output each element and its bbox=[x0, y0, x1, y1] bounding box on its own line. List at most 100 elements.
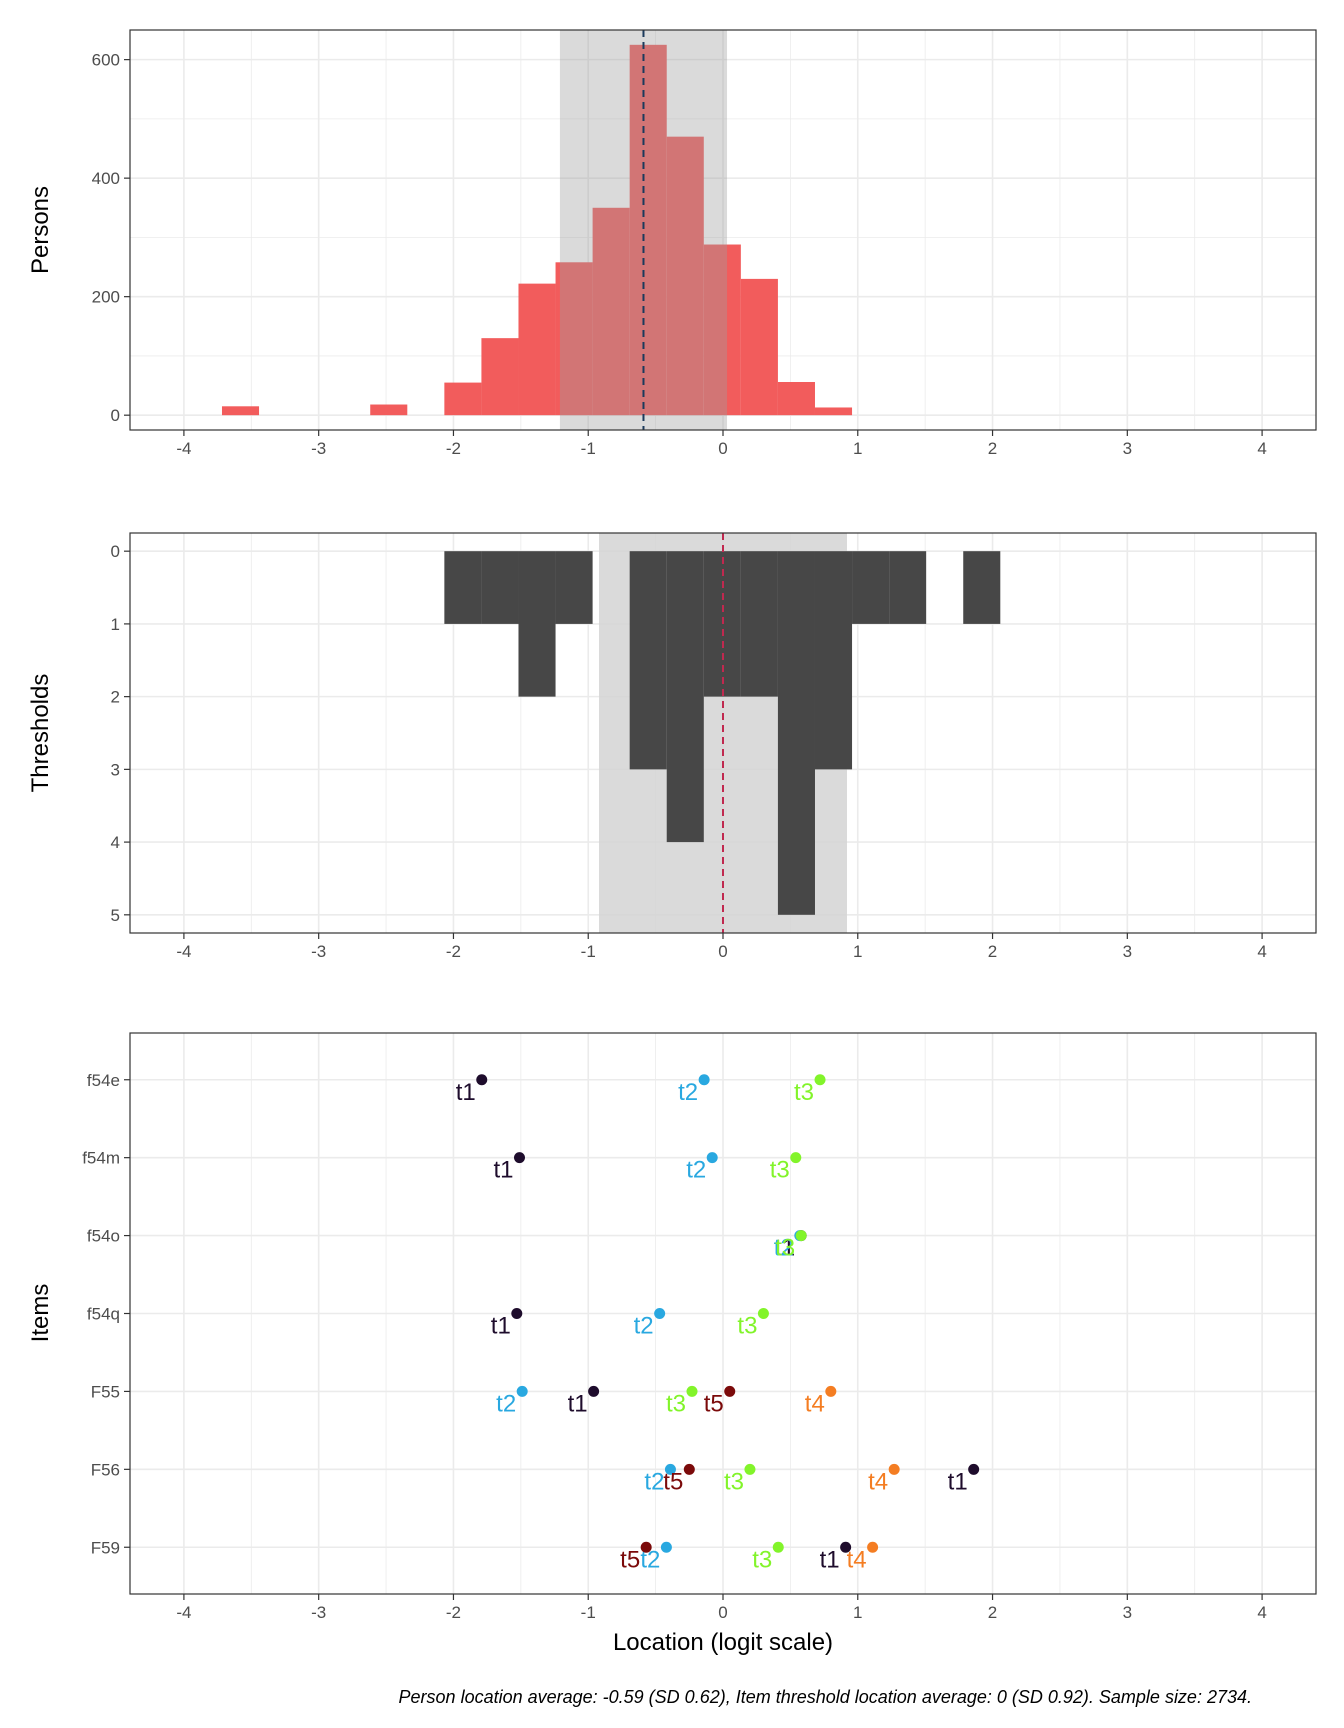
person-histogram-bar bbox=[814, 407, 853, 416]
threshold-point-t1 bbox=[513, 1152, 525, 1164]
x-tick-label: -4 bbox=[176, 439, 191, 458]
y-tick-label: 3 bbox=[111, 760, 120, 779]
threshold-point-t3 bbox=[686, 1385, 698, 1397]
person-histogram-bar bbox=[629, 44, 667, 416]
x-tick-label: 4 bbox=[1257, 1603, 1266, 1622]
threshold-point-label: t1 bbox=[820, 1546, 840, 1573]
y-tick-label: 5 bbox=[111, 906, 120, 925]
threshold-point-label: t2 bbox=[496, 1390, 516, 1417]
person-histogram-bar bbox=[777, 382, 815, 416]
threshold-point-t2 bbox=[660, 1541, 672, 1553]
person-histogram-bar bbox=[221, 406, 260, 416]
threshold-point-t4 bbox=[888, 1463, 900, 1475]
threshold-histogram-bar bbox=[963, 551, 1001, 624]
threshold-point-label: t5 bbox=[663, 1468, 683, 1495]
x-tick-label: 1 bbox=[853, 1603, 862, 1622]
thresholds-y-axis-title: Thresholds bbox=[27, 674, 54, 793]
person-histogram-bar bbox=[666, 136, 704, 416]
threshold-point-t5 bbox=[724, 1385, 736, 1397]
x-tick-label: -3 bbox=[311, 1603, 326, 1622]
threshold-point-t1 bbox=[840, 1541, 852, 1553]
threshold-point-t1 bbox=[968, 1463, 980, 1475]
person-histogram-bar bbox=[740, 278, 778, 416]
x-tick-label: -2 bbox=[446, 439, 461, 458]
x-axis-title: Location (logit scale) bbox=[613, 1629, 833, 1656]
x-tick-label: -3 bbox=[311, 439, 326, 458]
threshold-point-label: t2 bbox=[774, 1235, 794, 1262]
y-tick-label: f54m bbox=[82, 1149, 120, 1168]
threshold-point-t1 bbox=[588, 1385, 600, 1397]
threshold-point-t5 bbox=[683, 1463, 695, 1475]
threshold-point-t1 bbox=[476, 1074, 488, 1086]
threshold-point-label: t1 bbox=[491, 1313, 511, 1340]
threshold-histogram-bar bbox=[740, 551, 778, 697]
x-tick-label: -4 bbox=[176, 1603, 191, 1622]
y-tick-label: 2 bbox=[111, 688, 120, 707]
threshold-point-label: t2 bbox=[634, 1313, 654, 1340]
person-histogram-bar bbox=[592, 207, 630, 416]
y-tick-label: 600 bbox=[92, 51, 120, 70]
threshold-point-label: t3 bbox=[775, 1235, 795, 1262]
threshold-point-label: t1 bbox=[456, 1079, 476, 1106]
threshold-point-t3 bbox=[814, 1074, 826, 1086]
threshold-point-t2 bbox=[664, 1463, 676, 1475]
threshold-point-label: t4 bbox=[868, 1468, 888, 1495]
threshold-point-t2 bbox=[654, 1308, 666, 1319]
y-tick-label: 0 bbox=[111, 406, 120, 425]
threshold-point-label: t3 bbox=[770, 1157, 790, 1184]
y-tick-label: 200 bbox=[92, 288, 120, 307]
x-tick-label: 2 bbox=[988, 439, 997, 458]
threshold-point-t4 bbox=[825, 1385, 837, 1397]
threshold-histogram-bar bbox=[777, 551, 815, 915]
threshold-point-label: t3 bbox=[666, 1390, 686, 1417]
threshold-point-label: t3 bbox=[752, 1546, 772, 1573]
x-tick-label: -2 bbox=[446, 942, 461, 961]
y-tick-label: f54q bbox=[87, 1305, 120, 1324]
y-tick-label: f54e bbox=[87, 1071, 120, 1090]
x-tick-label: 0 bbox=[718, 942, 727, 961]
threshold-point-label: t1 bbox=[948, 1468, 968, 1495]
x-tick-label: -4 bbox=[176, 942, 191, 961]
person-histogram-bar bbox=[444, 382, 482, 416]
person-histogram-bar bbox=[518, 283, 556, 416]
x-tick-label: 1 bbox=[853, 942, 862, 961]
x-tick-label: -3 bbox=[311, 942, 326, 961]
persons-panel: -4 -3 -2 -1 0 1 2 3 4 0 200 400 600 Persons bbox=[27, 29, 1317, 458]
y-tick-label: F59 bbox=[91, 1538, 120, 1557]
threshold-point-label: t3 bbox=[737, 1313, 757, 1340]
threshold-point-t2 bbox=[516, 1385, 528, 1397]
person-histogram-bar bbox=[703, 244, 741, 416]
threshold-point-t5 bbox=[640, 1541, 652, 1553]
threshold-histogram-bar bbox=[518, 551, 556, 697]
x-tick-label: 3 bbox=[1123, 439, 1132, 458]
threshold-point-label: t5 bbox=[620, 1546, 640, 1573]
items-y-axis-title: Items bbox=[27, 1284, 54, 1343]
threshold-point-label: t1 bbox=[568, 1390, 588, 1417]
threshold-histogram-bar bbox=[481, 551, 519, 624]
threshold-point-label: t4 bbox=[805, 1390, 825, 1417]
y-tick-label: 0 bbox=[111, 542, 120, 561]
x-tick-label: 4 bbox=[1257, 439, 1266, 458]
threshold-point-label: t1 bbox=[775, 1235, 795, 1262]
y-tick-label: f54o bbox=[87, 1227, 120, 1246]
x-tick-label: -1 bbox=[581, 1603, 596, 1622]
threshold-point-label: t1 bbox=[493, 1157, 513, 1184]
threshold-histogram-bar bbox=[629, 551, 667, 770]
x-tick-label: 3 bbox=[1123, 942, 1132, 961]
threshold-point-t1 bbox=[511, 1308, 523, 1319]
y-tick-label: F56 bbox=[91, 1460, 120, 1479]
threshold-point-t3 bbox=[790, 1152, 802, 1164]
thresholds-panel: -4 -3 -2 -1 0 1 2 3 4 0 1 2 3 4 5 Thresholds bbox=[27, 532, 1317, 961]
threshold-point-t3 bbox=[757, 1308, 769, 1319]
person-histogram-bar bbox=[370, 404, 408, 416]
x-tick-label: 0 bbox=[718, 439, 727, 458]
threshold-point-label: t2 bbox=[640, 1546, 660, 1573]
threshold-histogram-bar bbox=[814, 551, 853, 770]
threshold-histogram-bar bbox=[666, 551, 704, 843]
x-tick-label: -1 bbox=[581, 439, 596, 458]
threshold-point-label: t4 bbox=[847, 1546, 867, 1573]
person-histogram-bar bbox=[481, 338, 519, 416]
threshold-histogram-bar bbox=[444, 551, 482, 624]
